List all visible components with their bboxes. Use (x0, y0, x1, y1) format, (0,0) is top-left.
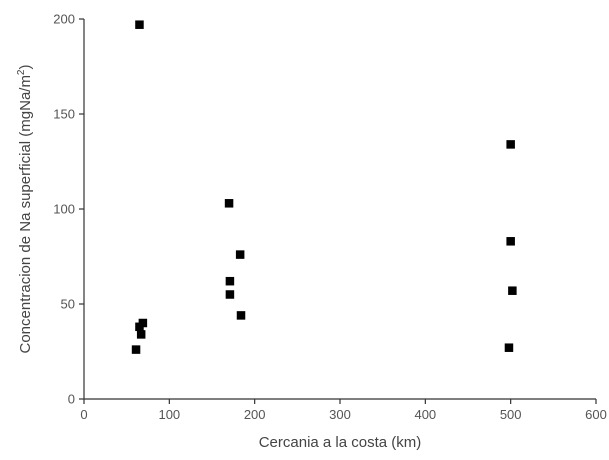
x-tick-label: 100 (158, 407, 180, 422)
data-point (137, 330, 146, 339)
x-ticks: 0 100 200 300 400 500 600 (80, 399, 606, 422)
y-tick-label: 150 (53, 107, 75, 122)
axes (84, 19, 596, 399)
y-tick-label: 100 (53, 202, 75, 217)
data-point (506, 140, 514, 149)
data-point (132, 345, 141, 354)
x-tick-label: 0 (80, 407, 87, 422)
data-point (508, 286, 516, 295)
x-tick-label: 500 (500, 407, 522, 422)
y-tick-label: 0 (68, 392, 75, 407)
data-point (139, 319, 148, 328)
y-tick-label: 200 (53, 12, 75, 27)
y-tick-label: 50 (61, 297, 75, 312)
x-tick-label: 600 (585, 407, 607, 422)
data-point (225, 199, 234, 208)
y-axis-title-close: ) (17, 64, 34, 69)
y-axis-title-main: Concentracion de Na superficial (mgNa/m (17, 75, 34, 353)
x-tick-label: 200 (244, 407, 266, 422)
x-tick-label: 300 (329, 407, 351, 422)
y-axis-title: Concentracion de Na superficial (mgNa/m2… (16, 64, 34, 353)
x-axis-title: Cercania a la costa (km) (259, 434, 422, 451)
data-point (506, 237, 514, 246)
data-point (237, 311, 246, 320)
data-point (135, 20, 144, 29)
data-point (505, 343, 513, 352)
data-point (226, 277, 235, 286)
data-point (236, 250, 245, 259)
y-ticks: 0 50 100 150 200 (53, 12, 84, 407)
data-point (226, 290, 235, 299)
data-points (132, 20, 517, 353)
x-tick-label: 400 (414, 407, 436, 422)
